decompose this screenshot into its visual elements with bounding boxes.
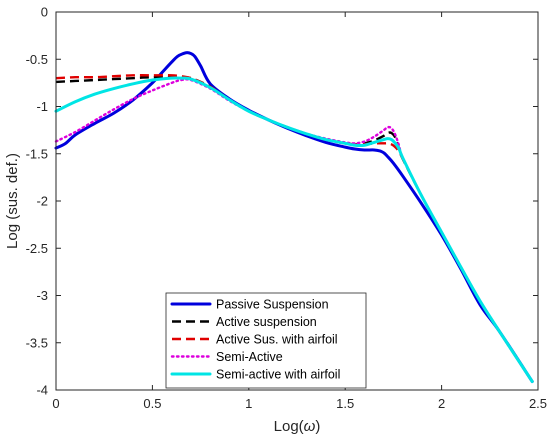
plot-frame [55, 11, 539, 391]
y-tick-label: -3 [36, 288, 48, 303]
x-tick-labels: 0 0.5 1 1.5 2 2.5 [52, 396, 547, 411]
x-tick-label: 1.5 [336, 396, 354, 411]
x-tick-label: 1 [245, 396, 252, 411]
y-tick-labels: 0 -0.5 -1 -1.5 -2 -2.5 -3 -3.5 -4 [26, 5, 48, 398]
y-tick-label: -2 [36, 194, 48, 209]
x-tick-label: 0 [52, 396, 59, 411]
y-tick-label: -4 [36, 383, 48, 398]
legend-label-5: Semi-active with airfoil [216, 368, 340, 382]
legend-items: Passive Suspension Active suspension Activ… [170, 298, 340, 382]
y-tick-label: -2.5 [26, 241, 48, 256]
legend-label-2: Active suspension [216, 315, 317, 329]
legend-box [165, 292, 367, 389]
series-line-5 [54, 76, 534, 383]
x-axis-title: Log(ω) [274, 418, 321, 435]
series-lines [54, 51, 534, 383]
omega-symbol: ω [304, 418, 316, 435]
y-tick-label: 0 [41, 5, 48, 20]
y-tick-label: -3.5 [26, 335, 48, 350]
legend-label-1: Passive Suspension [216, 298, 329, 312]
legend-label-3: Active Sus. with airfoil [216, 333, 338, 347]
legend-label-4: Semi-Active [216, 350, 283, 364]
y-tick-label: -1.5 [26, 146, 48, 161]
x-tick-label: 2 [438, 396, 445, 411]
y-tick-label: -1 [36, 99, 48, 114]
x-axis-title-text: Log( [274, 418, 304, 435]
x-tick-label: 0.5 [143, 396, 161, 411]
legend: Passive Suspension Active suspension Activ… [165, 292, 367, 389]
x-axis-title-close: ) [315, 418, 320, 435]
y-tick-label: -0.5 [26, 52, 48, 67]
y-axis-title: Log (sus. def.) [4, 153, 21, 249]
x-tick-label: 2.5 [529, 396, 547, 411]
